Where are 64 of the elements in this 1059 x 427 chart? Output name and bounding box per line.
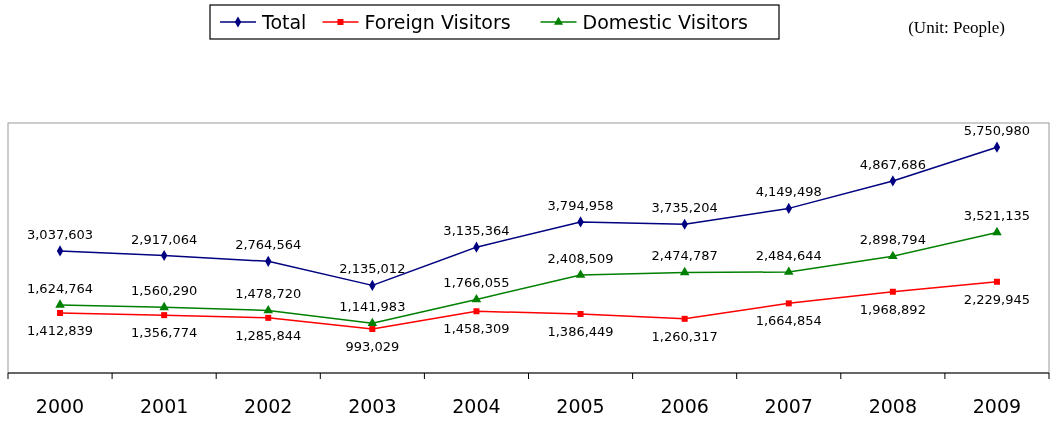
x-tick-label: 2005	[556, 395, 605, 417]
x-tick-label: 2000	[35, 395, 85, 417]
data-label: 2,898,794	[859, 232, 926, 248]
legend-label: Domestic Visitors	[582, 11, 748, 33]
data-label: 4,867,686	[859, 156, 926, 172]
point	[471, 293, 482, 303]
point	[992, 226, 1002, 236]
point	[367, 317, 378, 327]
point	[681, 315, 688, 322]
data-label: 1,968,892	[859, 301, 926, 317]
point	[888, 250, 898, 259]
x-tick-label: 2009	[972, 395, 1022, 417]
data-label: 993,029	[345, 339, 400, 355]
data-label: 2,764,564	[235, 237, 302, 253]
data-label: 3,735,204	[651, 200, 718, 216]
point	[55, 299, 65, 308]
data-label: 2,484,644	[755, 248, 822, 264]
data-label: 2,408,509	[547, 250, 614, 266]
point	[993, 278, 1000, 285]
point	[679, 266, 690, 276]
legend-label: Total	[261, 11, 307, 33]
point	[265, 314, 272, 321]
data-label: 1,458,309	[443, 321, 510, 337]
data-label: 1,260,317	[651, 328, 718, 344]
point	[263, 304, 274, 314]
data-label: 1,141,983	[339, 299, 406, 315]
point	[473, 308, 480, 315]
point	[159, 301, 169, 311]
data-label: 2,917,064	[131, 231, 198, 247]
x-tick-label: 2002	[244, 395, 293, 417]
x-tick-label: 2004	[452, 395, 501, 417]
data-label: 1,285,844	[235, 327, 302, 343]
data-label: 1,412,839	[26, 323, 94, 338]
x-tick-label: 2008	[868, 395, 918, 417]
data-label: 1,560,290	[131, 283, 198, 299]
data-label: 1,386,449	[547, 324, 614, 340]
x-tick-label: 2003	[348, 395, 397, 417]
data-label: 1,356,774	[131, 325, 198, 341]
point	[577, 311, 584, 318]
data-label: 1,664,854	[755, 313, 822, 329]
data-label: 5,750,980	[963, 123, 1031, 139]
data-label: 1,624,764	[26, 280, 94, 296]
data-label: 3,794,958	[547, 197, 614, 213]
data-label: 3,521,135	[963, 208, 1031, 224]
x-tick-label: 2001	[139, 395, 189, 417]
point	[57, 310, 64, 316]
data-label: 4,149,498	[755, 184, 822, 200]
data-label: 3,037,603	[26, 226, 94, 242]
data-label: 2,474,787	[651, 248, 718, 264]
legend-label: Foreign Visitors	[364, 11, 511, 33]
data-label: 2,229,945	[963, 291, 1031, 307]
text: (Unit: People)	[908, 18, 1005, 37]
data-label: 3,135,364	[443, 223, 510, 239]
data-label: 2,135,012	[339, 261, 406, 277]
point	[575, 269, 586, 278]
point	[785, 300, 792, 307]
data-label: 1,766,055	[443, 275, 510, 291]
point	[161, 312, 168, 319]
data-label: 1,478,720	[235, 286, 302, 302]
x-tick-label: 2007	[764, 395, 813, 417]
point	[369, 326, 376, 333]
point	[889, 288, 896, 295]
point	[783, 266, 794, 275]
x-tick-label: 2006	[660, 395, 709, 417]
